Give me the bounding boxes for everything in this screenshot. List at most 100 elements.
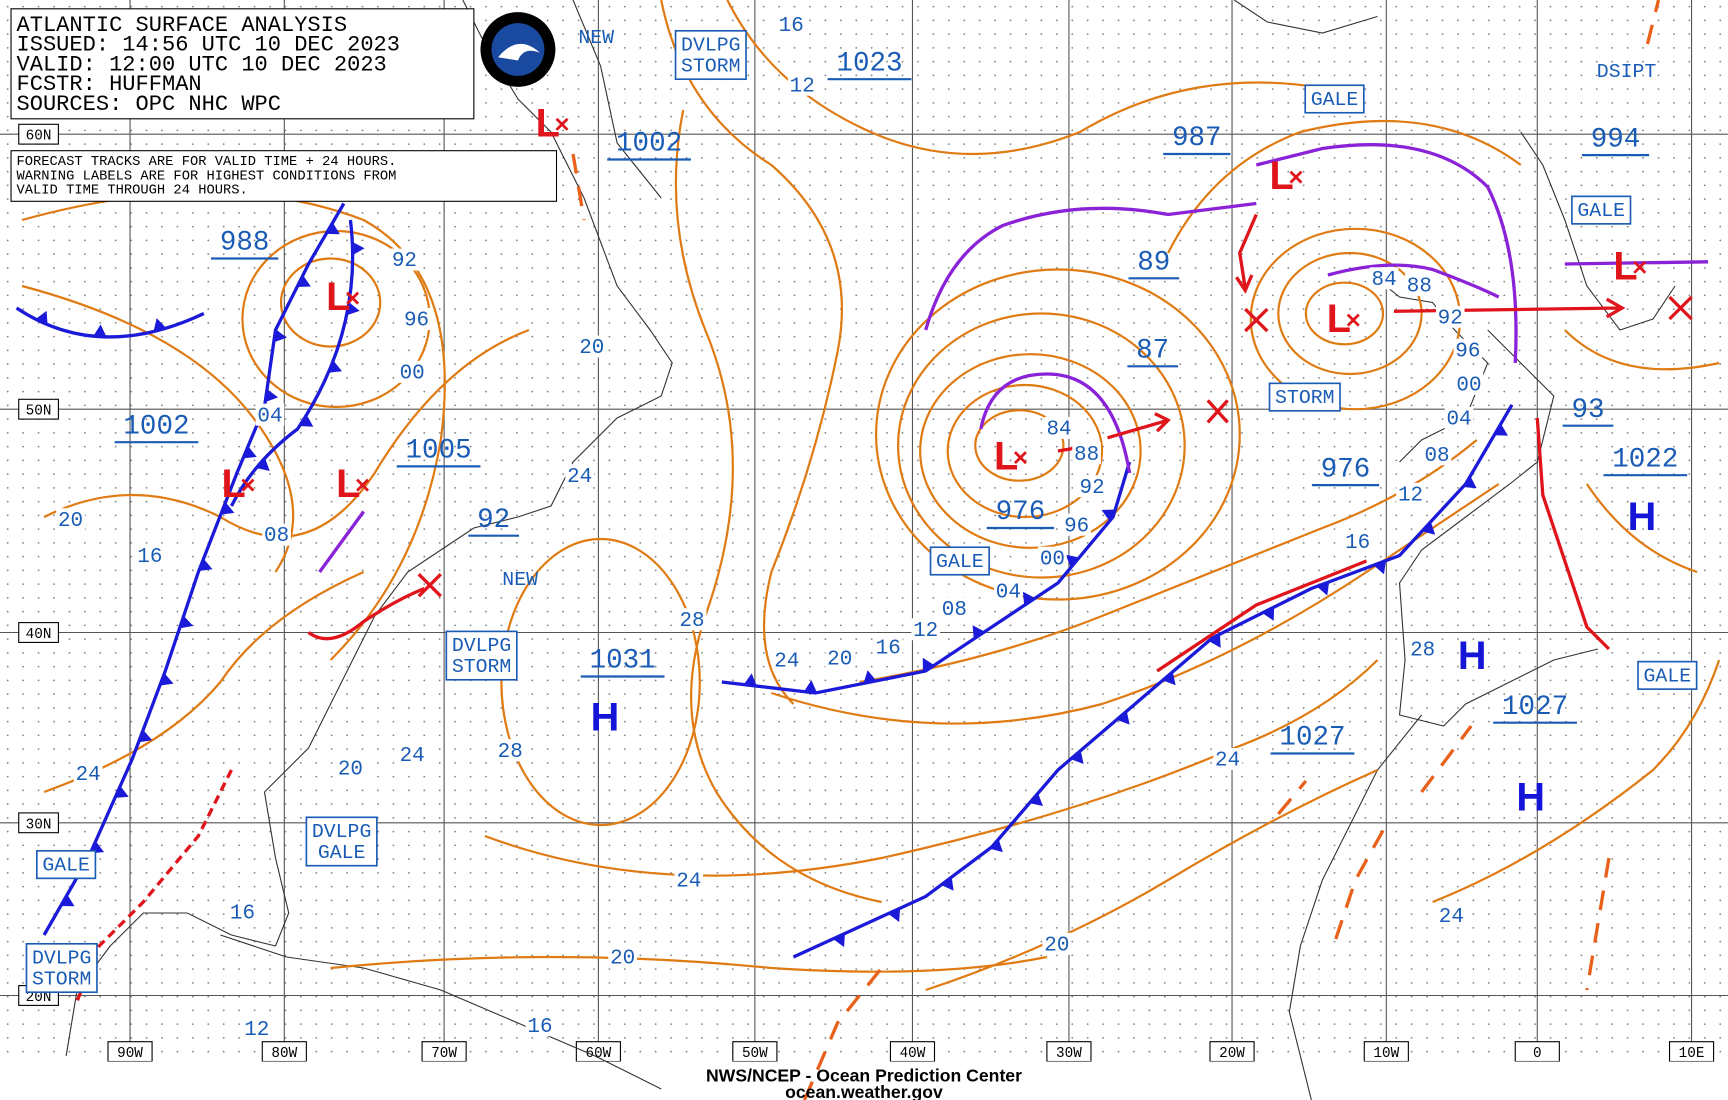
isobar-label: 16 xyxy=(1345,532,1370,555)
cold-front-pip xyxy=(265,389,279,403)
isobar-label-bg xyxy=(674,869,704,891)
cold-front-pip xyxy=(60,894,75,907)
isobar-label: 04 xyxy=(1446,409,1471,432)
cold-front-pip xyxy=(352,241,365,256)
warning-box xyxy=(1637,660,1698,690)
isobar-label: 92 xyxy=(1080,477,1105,500)
isobar-label-bg xyxy=(1044,416,1074,439)
isobar-label-bg xyxy=(390,248,419,271)
isobar-label: 16 xyxy=(527,1016,552,1039)
isobar-label-bg xyxy=(1408,638,1438,660)
cold-front-pip xyxy=(1070,750,1084,764)
cold-front-pip xyxy=(198,558,213,571)
low-center: L xyxy=(222,462,246,506)
header-line: SOURCES: OPC NHC WPC xyxy=(17,92,281,117)
isobar-label-bg xyxy=(994,579,1023,602)
isobar-label-bg xyxy=(1042,932,1072,955)
plain-label: NEW xyxy=(578,27,614,49)
isobar-label-bg xyxy=(565,464,594,487)
lat-label: 40N xyxy=(26,627,52,643)
isobar-label: 20 xyxy=(1044,934,1069,957)
cold-front-pip xyxy=(1316,581,1330,596)
low-center-x xyxy=(1346,313,1360,327)
low-center: L xyxy=(994,435,1018,479)
warning-label: DVLPG xyxy=(312,821,371,843)
warning-label: DVLPG xyxy=(32,948,91,970)
isobar-label: 92 xyxy=(1438,307,1463,330)
isobar-label: 00 xyxy=(1456,375,1481,398)
warning-label: GALE xyxy=(1577,200,1625,222)
isobar-label-bg xyxy=(825,646,855,669)
isobar-label-bg xyxy=(1213,748,1242,770)
isobar-label-bg xyxy=(940,597,969,620)
cold-front-pip xyxy=(1421,521,1436,535)
cold-front-pip xyxy=(888,908,901,922)
low-center-x xyxy=(356,478,370,492)
cold-front-pip xyxy=(1029,793,1043,807)
storm-tracks xyxy=(417,213,1693,598)
lon-label: 90W xyxy=(117,1046,143,1062)
isobar-label: 20 xyxy=(827,648,852,671)
coastlines xyxy=(65,0,1676,1100)
pressure-label: 976 xyxy=(996,497,1046,528)
cold-front-pip xyxy=(972,625,985,640)
cold-front-pip xyxy=(1116,711,1130,725)
isobar-label: 16 xyxy=(137,546,162,569)
high-center: H xyxy=(1458,634,1487,678)
warning-label: DVLPG xyxy=(681,35,740,57)
isobar-label-bg xyxy=(608,946,637,968)
lat-label: 30N xyxy=(26,817,52,833)
warning-label: GALE xyxy=(42,855,90,877)
isobar-label-bg xyxy=(1077,475,1107,498)
isobar-label: 24 xyxy=(1439,906,1464,929)
isobar-label: 92 xyxy=(392,250,417,273)
isobar-label-bg xyxy=(397,743,427,766)
cold-front-pip xyxy=(159,673,174,686)
cold-front-pip xyxy=(114,785,129,798)
plain-label: DSIPT xyxy=(1597,61,1657,83)
cold-front-pip xyxy=(803,680,818,693)
isobar-label-bg xyxy=(1072,442,1101,465)
cold-front-pip xyxy=(743,673,757,687)
isobar-label-bg xyxy=(787,73,817,96)
pressure-label: 1027 xyxy=(1502,692,1568,723)
isobar-label: 00 xyxy=(1040,548,1065,571)
isobar-label: 00 xyxy=(400,362,425,385)
isobar-label-bg xyxy=(873,635,903,658)
isobar-label-bg xyxy=(73,762,103,785)
isobar-label: 24 xyxy=(676,871,701,894)
warning-label: STORM xyxy=(681,56,740,78)
low-center: L xyxy=(1270,154,1294,198)
isobar-label-bg xyxy=(911,618,941,641)
low-center: L xyxy=(1327,297,1351,341)
footer-line: ocean.weather.gov xyxy=(785,1082,943,1100)
isobar-label-bg xyxy=(336,756,365,779)
footer-line: NWS/NCEP - Ocean Prediction Center xyxy=(706,1065,1022,1085)
low-center-x xyxy=(241,478,255,492)
isobar-label: 24 xyxy=(567,466,592,489)
isobar-label: 04 xyxy=(257,405,282,428)
cold-front-pip xyxy=(1373,560,1386,575)
lat-label: 60N xyxy=(26,129,52,145)
isobar-label: 12 xyxy=(790,75,815,98)
warning-label: GALE xyxy=(1311,89,1359,111)
isobar-label-bg xyxy=(1405,273,1434,296)
isobar-label: 24 xyxy=(400,745,425,768)
header-line: VALID: 12:00 UTC 10 DEC 2023 xyxy=(17,52,387,77)
isobar-label-bg xyxy=(677,608,707,631)
low-center-x xyxy=(555,117,569,131)
warning-box xyxy=(35,850,97,880)
lat-label-box xyxy=(18,123,59,145)
isobar-label-bg xyxy=(397,360,427,383)
cold-front-pip xyxy=(326,222,340,235)
cold-front-pip xyxy=(1101,509,1116,522)
warning-box xyxy=(929,546,990,576)
isobar-label-bg xyxy=(135,544,165,567)
warning-box xyxy=(25,942,98,994)
isobar-label-bg xyxy=(776,13,806,36)
pressure-label: 89 xyxy=(1137,248,1170,279)
lon-label: 10W xyxy=(1373,1046,1399,1062)
